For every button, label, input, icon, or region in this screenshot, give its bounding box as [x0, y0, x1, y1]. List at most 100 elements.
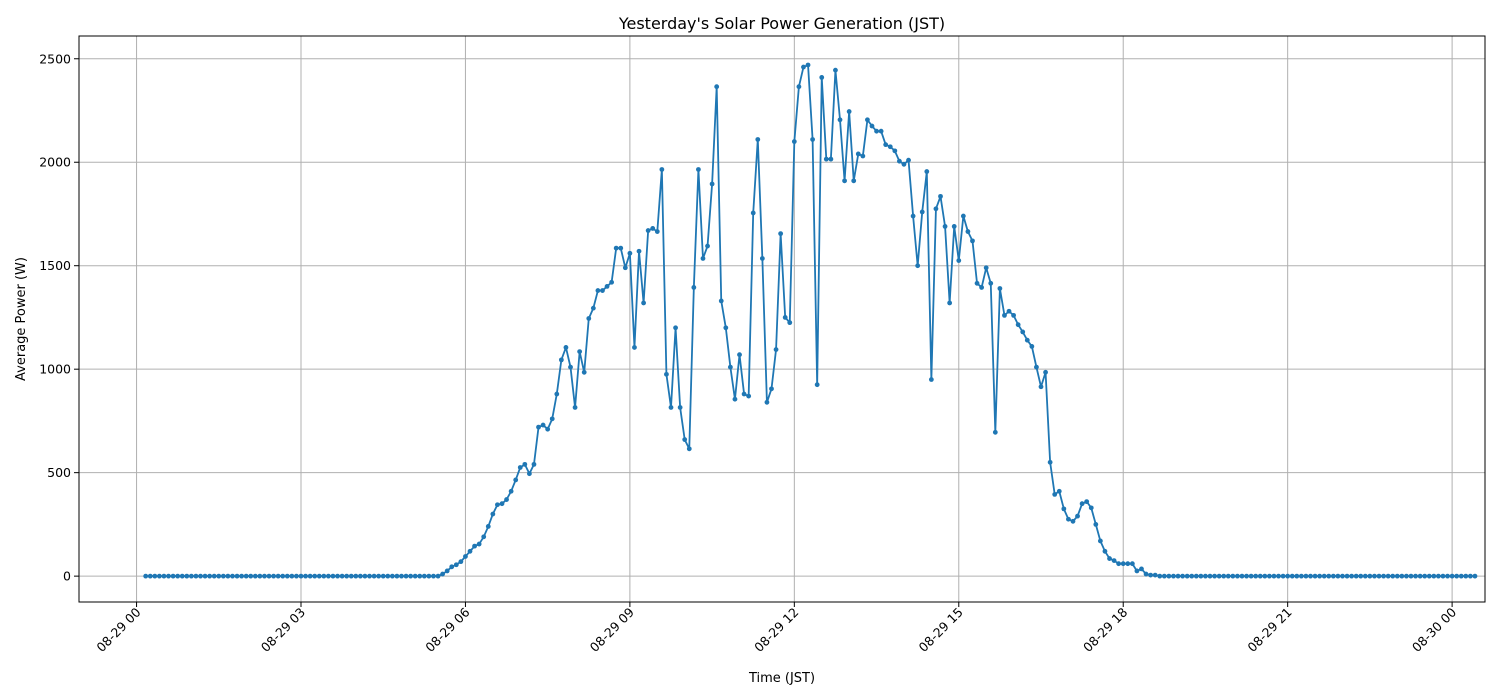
- data-point: [175, 573, 181, 579]
- data-point: [1207, 573, 1213, 579]
- data-point: [1472, 573, 1478, 579]
- data-point: [700, 256, 706, 261]
- data-point: [1317, 573, 1323, 579]
- data-point: [1404, 573, 1409, 579]
- data-point: [517, 465, 523, 470]
- data-point: [348, 573, 354, 579]
- data-point: [1344, 573, 1350, 579]
- data-point: [727, 364, 733, 370]
- data-point: [1413, 573, 1418, 579]
- data-point: [910, 213, 916, 219]
- data-point: [883, 142, 889, 148]
- data-point: [412, 573, 418, 579]
- x-tick-label: 08-29 12: [751, 605, 801, 655]
- data-point: [490, 511, 496, 517]
- data-point: [887, 144, 893, 150]
- data-point: [1303, 573, 1309, 579]
- data-point: [1239, 573, 1245, 579]
- data-point: [878, 128, 884, 134]
- data-point: [874, 128, 879, 134]
- data-point: [865, 117, 870, 123]
- data-point: [545, 426, 551, 432]
- data-point: [997, 286, 1003, 291]
- data-point: [143, 573, 149, 579]
- x-tick-label: 08-29 21: [1244, 605, 1294, 655]
- data-point: [1454, 573, 1460, 579]
- data-point: [476, 541, 482, 547]
- plot-frame: [78, 35, 1486, 603]
- y-tick-label: 500: [47, 465, 71, 480]
- data-point: [1376, 573, 1382, 579]
- data-point: [1056, 488, 1062, 494]
- data-point: [741, 391, 747, 397]
- data-point: [960, 213, 966, 219]
- data-point: [1422, 573, 1428, 579]
- data-point: [1084, 499, 1090, 505]
- data-point: [330, 573, 336, 579]
- data-point: [1125, 561, 1131, 567]
- data-point: [239, 573, 245, 579]
- data-point: [303, 573, 308, 579]
- data-point: [970, 238, 975, 244]
- data-point: [732, 396, 738, 402]
- data-point: [1230, 573, 1236, 579]
- data-point: [508, 488, 514, 494]
- data-point: [869, 123, 875, 129]
- data-point: [1362, 573, 1368, 579]
- data-point: [252, 573, 258, 579]
- x-tick-label: 08-30 00: [1409, 604, 1459, 654]
- data-point: [458, 559, 464, 565]
- data-point: [1248, 573, 1254, 579]
- data-point: [367, 573, 372, 579]
- data-point: [1308, 573, 1313, 579]
- data-point: [906, 157, 911, 163]
- data-point: [833, 67, 838, 73]
- data-point: [284, 573, 290, 579]
- data-point: [650, 226, 656, 231]
- data-point: [1271, 573, 1277, 579]
- data-point: [527, 471, 532, 477]
- data-point: [604, 284, 610, 289]
- data-point: [307, 573, 313, 579]
- data-point: [1458, 573, 1464, 579]
- data-point: [1066, 516, 1071, 522]
- data-point: [1116, 561, 1122, 567]
- data-point: [641, 300, 646, 306]
- data-point: [376, 573, 382, 579]
- data-point: [705, 243, 710, 249]
- data-point: [184, 573, 190, 579]
- data-point: [919, 209, 925, 215]
- data-point: [1426, 573, 1432, 579]
- data-point: [686, 446, 692, 452]
- data-point: [1047, 459, 1053, 465]
- data-point: [769, 386, 774, 392]
- data-point: [399, 573, 404, 579]
- data-point: [225, 573, 231, 579]
- data-point: [1280, 573, 1286, 579]
- data-point: [289, 573, 295, 579]
- data-point: [312, 573, 318, 579]
- data-point: [1120, 561, 1126, 567]
- data-point: [1002, 312, 1007, 318]
- data-point: [1024, 337, 1030, 343]
- data-point: [230, 573, 235, 579]
- data-point: [915, 263, 921, 269]
- data-point: [828, 156, 834, 162]
- data-point: [426, 573, 432, 579]
- data-point: [1020, 329, 1026, 335]
- data-point: [691, 285, 697, 290]
- grid: [79, 36, 1485, 602]
- data-point: [823, 156, 829, 162]
- data-point: [1294, 573, 1300, 579]
- data-point: [618, 245, 624, 251]
- chart-title: Yesterday's Solar Power Generation (JST): [618, 14, 945, 33]
- y-axis: 0 500 1000 1500 2000 2500: [39, 51, 79, 584]
- data-point: [380, 573, 386, 579]
- data-point: [581, 369, 587, 375]
- y-tick-label: 1000: [39, 362, 71, 377]
- data-point: [791, 139, 797, 144]
- data-point: [947, 300, 953, 306]
- data-point: [531, 461, 537, 467]
- data-point: [554, 391, 560, 397]
